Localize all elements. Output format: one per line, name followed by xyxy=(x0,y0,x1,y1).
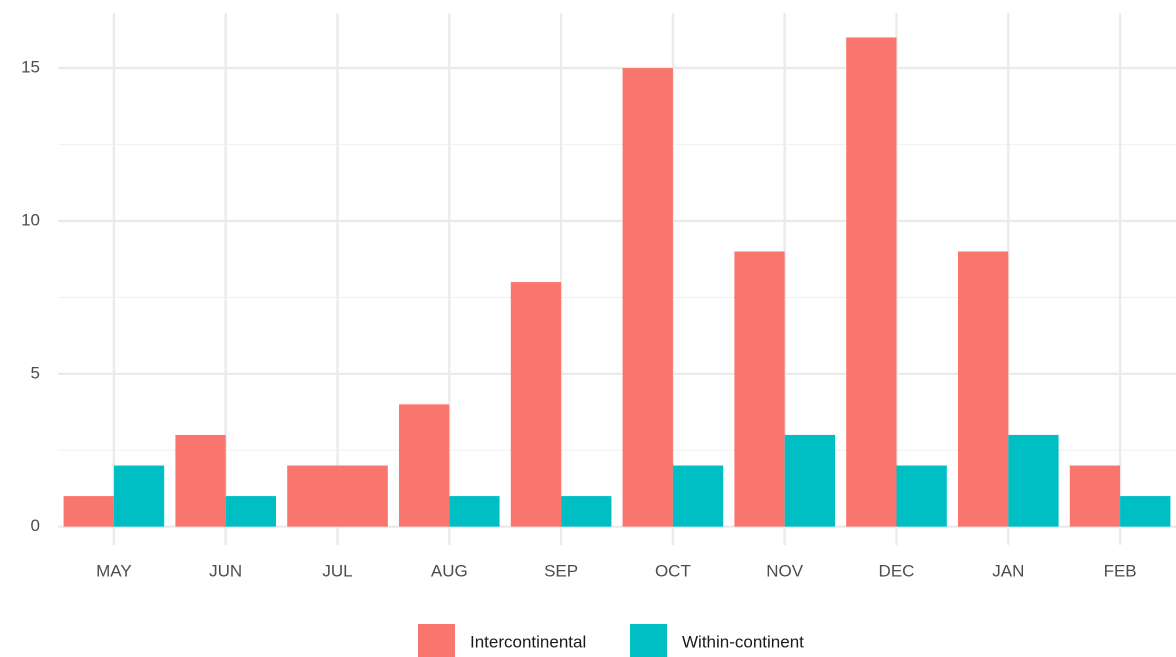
x-tick-label: AUG xyxy=(431,561,468,580)
bar xyxy=(1008,434,1059,527)
bar xyxy=(672,465,724,527)
bar xyxy=(784,434,836,527)
y-tick-label: 10 xyxy=(21,210,40,229)
bar xyxy=(734,251,785,527)
legend-label: Intercontinental xyxy=(470,632,586,651)
x-tick-label: OCT xyxy=(655,561,691,580)
x-tick-label: JUN xyxy=(209,561,242,580)
bar xyxy=(1069,465,1121,527)
bar xyxy=(175,434,226,527)
x-tick-label: FEB xyxy=(1104,561,1137,580)
bar xyxy=(510,282,562,527)
bar xyxy=(287,465,388,527)
bar xyxy=(846,37,897,527)
y-tick-label: 15 xyxy=(21,58,40,77)
y-tick-label: 0 xyxy=(31,516,40,535)
bar xyxy=(225,496,277,527)
legend-label: Within-continent xyxy=(682,632,804,651)
x-tick-label: JAN xyxy=(992,561,1024,580)
bar xyxy=(63,496,114,527)
bar xyxy=(561,496,612,527)
x-tick-label: MAY xyxy=(96,561,132,580)
bar xyxy=(957,251,1009,527)
bar xyxy=(398,404,450,527)
bar xyxy=(113,465,165,527)
bar xyxy=(896,465,947,527)
bar xyxy=(449,496,500,527)
x-tick-label: SEP xyxy=(544,561,578,580)
y-tick-label: 5 xyxy=(31,363,40,382)
legend-swatch xyxy=(630,624,667,657)
legend-swatch xyxy=(418,624,455,657)
x-tick-label: DEC xyxy=(879,561,915,580)
x-tick-label: JUL xyxy=(322,561,352,580)
bar xyxy=(1120,496,1171,527)
x-tick-label: NOV xyxy=(766,561,804,580)
bar xyxy=(622,68,673,527)
